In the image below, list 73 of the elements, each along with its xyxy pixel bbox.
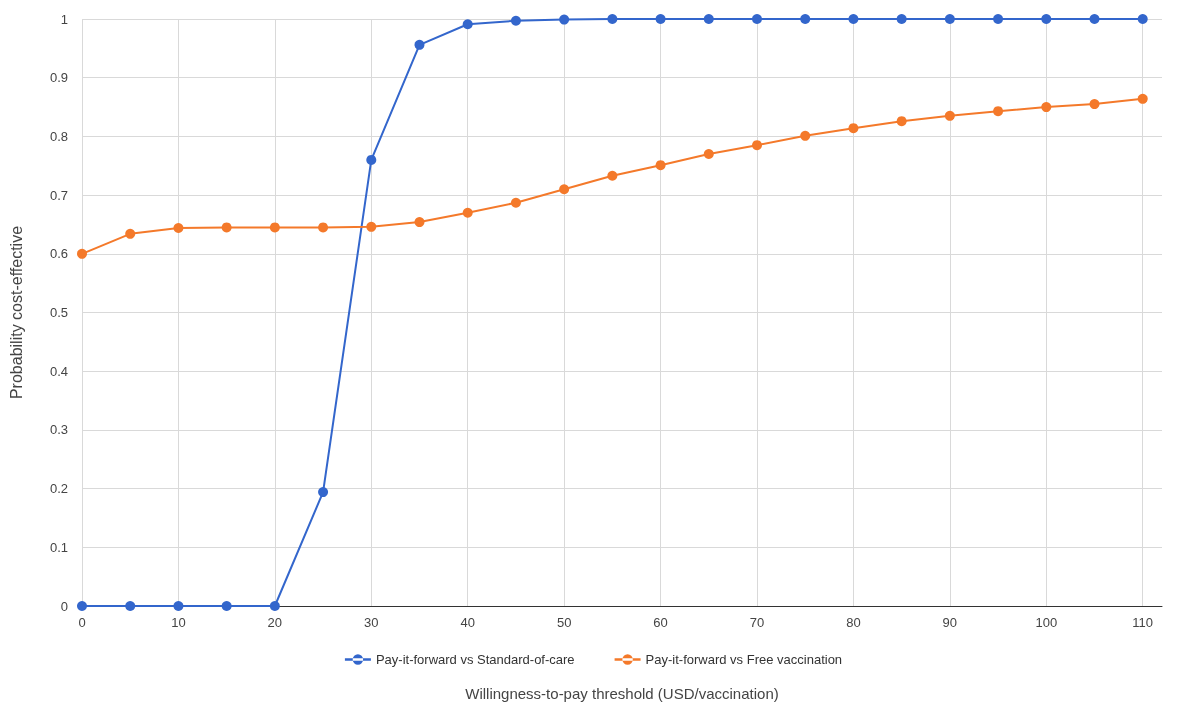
point <box>366 154 377 165</box>
point <box>1041 102 1052 113</box>
point <box>269 222 280 233</box>
point <box>944 14 955 24</box>
point <box>318 487 329 498</box>
x-tick-label: 20 <box>267 615 283 630</box>
point <box>993 106 1004 117</box>
point <box>1089 14 1100 24</box>
point <box>848 14 859 24</box>
point <box>366 221 377 232</box>
point <box>655 160 666 171</box>
point <box>703 14 714 24</box>
x-tick-label: 60 <box>653 615 668 630</box>
y-tick-label: 0.9 <box>49 70 68 86</box>
point <box>125 601 136 611</box>
point <box>559 14 570 25</box>
point <box>318 222 329 233</box>
point <box>848 123 859 134</box>
point <box>752 14 762 24</box>
x-tick-label: 90 <box>942 615 958 630</box>
legend-label: Pay-it-forward vs Standard-of-care <box>375 652 575 667</box>
point <box>559 184 570 195</box>
point <box>607 170 618 181</box>
point <box>77 248 87 259</box>
point <box>1041 14 1052 24</box>
point <box>752 140 762 151</box>
x-tick-label: 10 <box>171 615 186 630</box>
point <box>173 222 184 233</box>
y-tick-label: 0.6 <box>49 246 68 262</box>
y-tick-label: 0.8 <box>49 128 68 144</box>
x-tick-label: 50 <box>556 615 572 630</box>
x-tick-label: 100 <box>1035 615 1058 630</box>
point <box>1137 14 1148 24</box>
point <box>607 14 618 24</box>
point <box>800 14 811 24</box>
x-tick-label: 40 <box>460 615 475 630</box>
y-tick-label: 0.2 <box>49 481 68 497</box>
y-tick-label: 0.1 <box>49 539 68 555</box>
point <box>703 149 714 160</box>
x-tick-label: 110 <box>1132 615 1154 630</box>
x-tick-label: 70 <box>749 615 765 630</box>
point <box>1089 99 1100 110</box>
point <box>414 217 425 228</box>
point <box>510 197 521 208</box>
point <box>896 116 907 127</box>
point <box>993 14 1004 24</box>
point <box>77 601 87 611</box>
x-tick-label: 30 <box>364 615 379 630</box>
y-tick-label: 0.5 <box>49 305 68 320</box>
legend-label: Pay-it-forward vs Free vaccination <box>645 652 843 667</box>
point <box>173 601 184 611</box>
point <box>944 110 955 121</box>
point <box>221 222 232 233</box>
point <box>800 130 811 141</box>
y-tick-label: 0.4 <box>49 363 68 379</box>
point <box>269 601 280 611</box>
x-tick-label: 0 <box>78 615 86 630</box>
x-tick-label: 80 <box>846 615 861 630</box>
point <box>1137 93 1148 104</box>
y-tick-label: 0.3 <box>49 422 68 438</box>
y-tick-label: 0 <box>60 598 68 614</box>
point <box>462 19 473 30</box>
point <box>655 14 666 24</box>
point <box>896 14 907 24</box>
point <box>125 228 136 239</box>
point <box>414 39 425 50</box>
point <box>510 15 521 26</box>
y-axis-title: Probability cost-effective <box>7 225 25 400</box>
y-tick-label: 1 <box>60 11 68 27</box>
point <box>221 601 232 611</box>
y-tick-label: 0.7 <box>49 187 68 203</box>
point <box>462 207 473 218</box>
x-axis-title: Willingness-to-pay threshold (USD/vaccination) <box>465 685 779 702</box>
